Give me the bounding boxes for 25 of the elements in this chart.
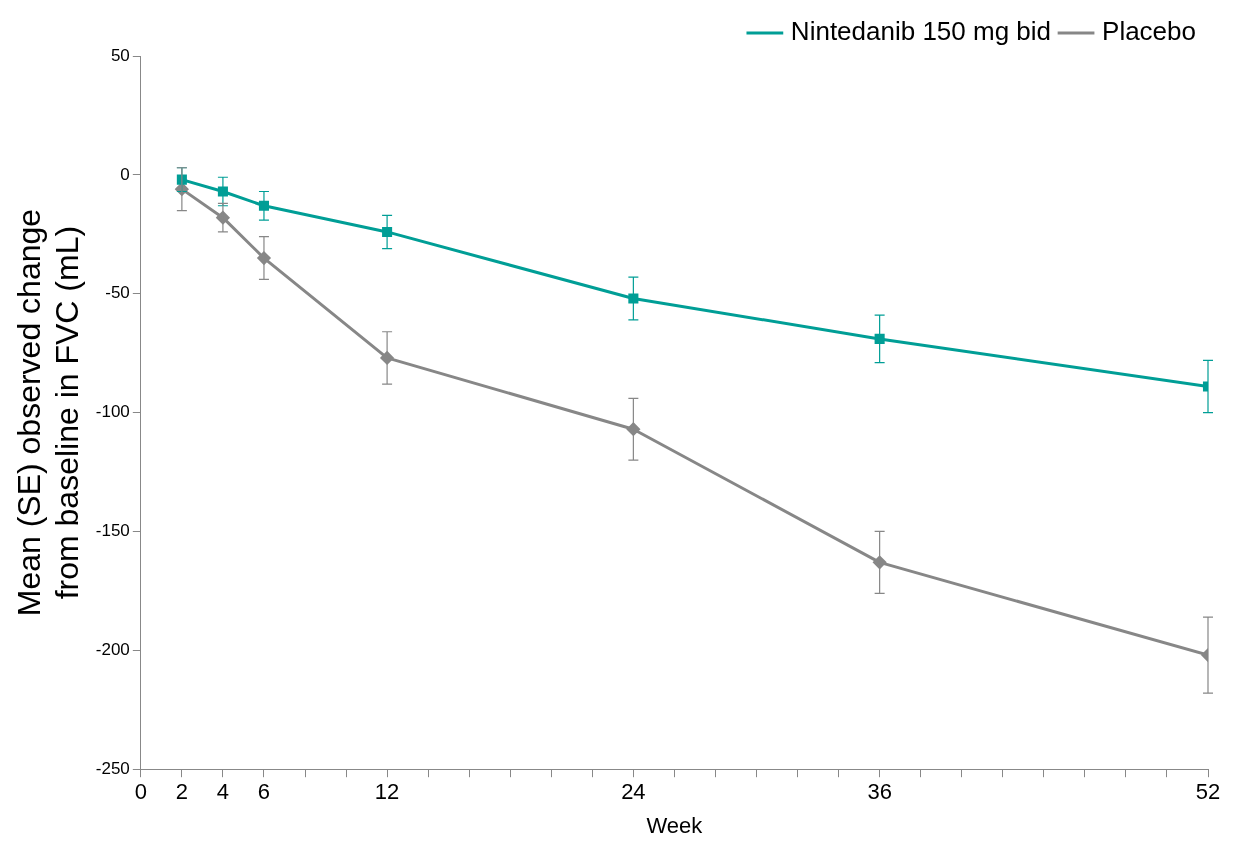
point: [874, 333, 885, 344]
x-tick-label: 2: [175, 779, 188, 805]
x-tick-label: 12: [374, 779, 400, 805]
x-tick-label: 36: [867, 779, 892, 805]
x-tick-label: 6: [257, 779, 271, 805]
y-tick-label: -100: [95, 402, 130, 422]
x-tick-label: 0: [134, 779, 147, 805]
x-axis-title: Week: [646, 812, 704, 838]
point: [626, 422, 640, 436]
point: [257, 251, 271, 265]
point: [628, 293, 639, 304]
legend-label: Nintedanib 150 mg bid: [790, 16, 1052, 47]
y-tick-label: -250: [95, 758, 130, 778]
y-tick-label: -200: [95, 640, 130, 660]
legend-label: Placebo: [1102, 16, 1197, 47]
x-tick-label: 52: [1195, 779, 1221, 805]
y-tick-label: 0: [120, 164, 130, 184]
point: [873, 555, 887, 569]
y-tick-label: 50: [110, 45, 130, 65]
y-tick-label: -50: [105, 283, 130, 303]
x-tick-label: 4: [216, 779, 230, 805]
y-axis-title: Mean (SE) observed change from baseline in FVC (mL): [11, 208, 86, 617]
x-tick-label: 24: [621, 779, 646, 805]
y-tick-label: -150: [95, 521, 130, 541]
point: [217, 186, 228, 197]
